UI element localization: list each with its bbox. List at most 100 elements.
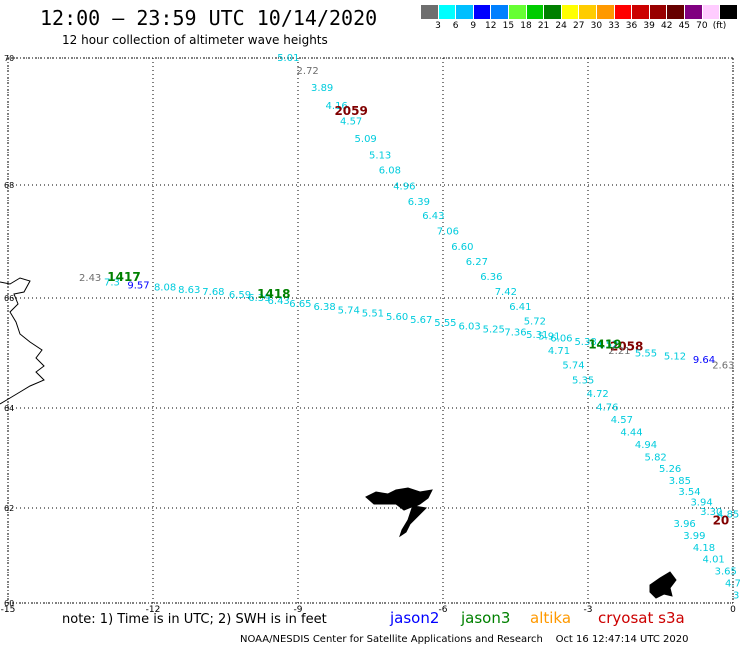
swh-value: 4.52 — [596, 340, 618, 351]
pass-time-label: 1417 — [107, 270, 140, 284]
swh-value: 6.08 — [379, 166, 401, 177]
colorbar-label: 45 — [678, 21, 691, 31]
colorbar-label: 12 — [485, 21, 497, 31]
swh-value: 7.68 — [202, 287, 224, 298]
swh-value: 6.65 — [289, 299, 311, 310]
swh-value: 6.41 — [509, 302, 531, 313]
swh-value: 4.57 — [340, 117, 362, 128]
swh-value: 5.74 — [338, 305, 360, 316]
colorbar-label: 21 — [537, 21, 550, 31]
swh-value: 4.96 — [393, 182, 415, 193]
swh-value: 8.08 — [154, 283, 176, 294]
colorbar-label: 3 — [435, 21, 441, 31]
lat-tick-label: 62 — [4, 504, 14, 513]
altimeter-tracks: 5.01 2.72 3.89 4.16 4.57 5.09 5.13 6.08 4.96 6.39… — [79, 53, 740, 601]
swh-value: 5.35 — [572, 375, 594, 386]
swh-value: 6.39 — [248, 293, 270, 304]
credit-line: NOAA/NESDIS Center for Satellite Applica… — [240, 634, 689, 645]
colorbar-legend: 3 6 9 12 15 18 21 24 27 30 33 36 39 42 45 70 (ft) — [421, 5, 738, 31]
lon-tick-label: -15 — [1, 605, 16, 615]
swh-value: 4.18 — [693, 543, 715, 554]
colorbar-label: 42 — [660, 21, 673, 31]
swh-value: 6.38 — [313, 302, 335, 313]
footnote: note: 1) Time is in UTC; 2) SWH is in fe… — [62, 612, 327, 627]
lon-tick-label: -3 — [584, 605, 593, 615]
colorbar-label: 70 — [696, 21, 708, 31]
swh-value: 6.43 — [422, 211, 444, 222]
swh-value: 9.57 — [127, 280, 149, 291]
swh-value: 4.71 — [548, 346, 570, 357]
swh-value: 7.42 — [495, 287, 517, 298]
lat-tick-label: 68 — [4, 181, 14, 190]
colorbar-swatch: 12 — [473, 5, 497, 31]
swh-value: 5.74 — [562, 360, 584, 371]
swh-value: 2.72 — [297, 66, 319, 77]
legend-altika: altika — [530, 609, 572, 627]
colorbar-swatch: 6 — [438, 5, 458, 31]
swh-value: 4.76 — [596, 403, 618, 414]
swh-value: 4.72 — [587, 389, 609, 400]
swh-value: 3.94 — [690, 498, 712, 509]
swh-value: 5.55 — [434, 318, 456, 329]
swh-value: 4.94 — [635, 440, 657, 451]
swh-value: 3. — [733, 590, 740, 601]
swh-value: 3.89 — [311, 83, 333, 94]
swh-value: 7.06 — [437, 227, 459, 238]
colorbar-label: 36 — [625, 21, 638, 31]
swh-value: 5.91 — [538, 331, 560, 342]
colorbar-label: 9 — [470, 21, 477, 31]
colorbar-swatch: (ft) — [702, 5, 726, 31]
colorbar-swatch: 33 — [596, 5, 620, 31]
legend-cryosat: cryosat s3a — [598, 609, 685, 627]
colorbar-swatch: 3 — [421, 5, 441, 31]
swh-value: 8.63 — [178, 285, 200, 296]
swh-value: 3.96 — [674, 519, 696, 530]
colorbar-label: 18 — [520, 21, 532, 31]
swh-value: 4.7 — [725, 578, 740, 589]
swh-value: 5.01 — [277, 53, 299, 64]
legend-jason2: jason2 — [390, 609, 440, 627]
colorbar-label: 15 — [502, 21, 515, 31]
swh-value: 9.64 — [693, 355, 715, 366]
colorbar-swatch: 45 — [667, 5, 690, 31]
swh-value: 6.36 — [480, 272, 502, 283]
lat-lon-grid: -15 -12 -9 -6 -3 0 70 68 66 64 62 60 — [1, 54, 736, 615]
swh-value: 3.65 — [715, 567, 737, 578]
colorbar-label: 39 — [643, 21, 655, 31]
swh-value: 5.25 — [483, 325, 505, 336]
colorbar-swatch: 18 — [508, 5, 532, 31]
lon-tick-label: -9 — [294, 605, 303, 615]
swh-value: 5.38 — [574, 337, 596, 348]
lon-tick-label: 0 — [730, 605, 736, 615]
swh-value: 4.85 — [717, 510, 739, 521]
swh-value: 7.36 — [504, 327, 526, 338]
pass-time-label: 1418 — [257, 287, 290, 301]
swh-value: 2.43 — [79, 273, 101, 284]
swh-value: 5.67 — [410, 315, 432, 326]
map-title: 12:00 – 23:59 UTC 10/14/2020 — [40, 6, 378, 30]
swh-value: 5.51 — [362, 309, 384, 320]
swh-value: 5.82 — [645, 453, 667, 464]
swh-value: 3.99 — [683, 531, 705, 542]
swh-value: 4.01 — [703, 555, 725, 566]
lon-tick-label: -6 — [439, 605, 448, 615]
lat-tick-label: 64 — [4, 404, 14, 413]
swh-value: 5.13 — [369, 150, 391, 161]
colorbar-label: (ft) — [712, 21, 727, 31]
colorbar-swatch: 27 — [561, 5, 584, 31]
pass-time-label: 20 — [713, 514, 730, 528]
swh-value: 4.44 — [620, 428, 642, 439]
swh-value: 7.3 — [104, 278, 120, 289]
colorbar-label: 30 — [590, 21, 603, 31]
lon-tick-label: -12 — [146, 605, 161, 615]
swh-value: 5.09 — [355, 134, 377, 145]
colorbar-swatch: 21 — [526, 5, 549, 31]
swh-value: 6.39 — [408, 197, 430, 208]
swh-value: 5.12 — [664, 352, 686, 363]
swh-value: 5.26 — [659, 464, 681, 475]
swh-value: 4.16 — [326, 101, 348, 112]
swh-value: 2.21 — [608, 346, 630, 357]
colorbar-swatch: 30 — [579, 5, 602, 31]
